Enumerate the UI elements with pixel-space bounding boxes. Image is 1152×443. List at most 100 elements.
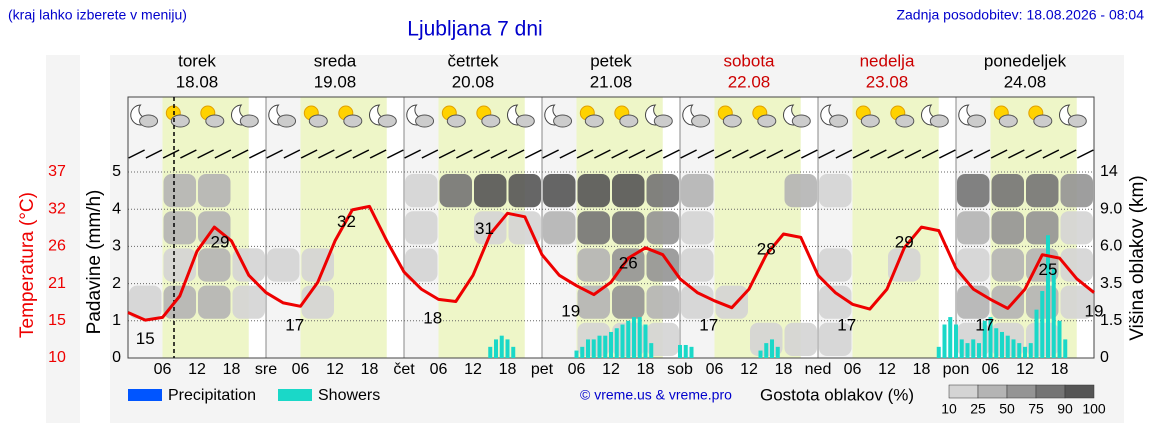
- temp-label: 15: [136, 329, 155, 348]
- wind-barb: [1077, 149, 1094, 159]
- cloud-icon: [446, 114, 466, 128]
- cloud-cell: [267, 248, 300, 282]
- y-tick-label: 1: [112, 312, 121, 329]
- day-name: četrtek: [447, 51, 499, 70]
- y-tick-label: 3: [112, 238, 121, 255]
- cloud-cell: [819, 285, 852, 319]
- precip-bar: [959, 339, 964, 358]
- cloud-icon: [515, 114, 535, 128]
- x-tick-label: 12: [188, 361, 206, 378]
- x-tick-label: 06: [430, 361, 448, 378]
- cloud-cell: [715, 285, 748, 319]
- wind-barb: [594, 149, 611, 159]
- cloud-cell: [991, 211, 1024, 245]
- cloud-cell: [681, 174, 714, 208]
- cloud-icon: [139, 114, 159, 128]
- night-band: [266, 97, 301, 358]
- legend-swatch: [278, 389, 312, 401]
- wind-barb: [266, 149, 283, 159]
- y-tick-label: 4: [112, 200, 121, 217]
- wind-barb: [783, 149, 801, 159]
- cloud-cell: [405, 248, 438, 282]
- precip-bar: [982, 320, 987, 358]
- x-tick-label: pon: [943, 361, 970, 378]
- cloud-cell: [957, 211, 990, 245]
- wind-barb: [1025, 149, 1042, 159]
- cloud-cell: [646, 285, 679, 319]
- precip-bar: [574, 350, 579, 358]
- cloud-legend-box: [948, 384, 979, 399]
- wind-barb: [1008, 149, 1025, 159]
- cloud-cell: [784, 322, 817, 356]
- cloud-icon: [277, 114, 297, 128]
- copyright: © vreme.us & vreme.pro: [580, 387, 732, 403]
- cloud-icon: [829, 114, 849, 128]
- y-axis-title: Padavine (mm/h): [84, 190, 105, 335]
- cloud-cell: [1026, 174, 1059, 208]
- x-tick-label: 06: [844, 361, 862, 378]
- temp-tick-label: 26: [48, 238, 66, 255]
- cloud-icon: [239, 114, 259, 128]
- wind-barb: [335, 149, 352, 159]
- cloud-cell: [439, 174, 472, 208]
- x-tick-label: sob: [667, 361, 693, 378]
- x-tick-label: pet: [531, 361, 554, 378]
- temp-label: 31: [475, 219, 494, 238]
- cloud-legend-box: [1006, 384, 1037, 399]
- precip-bar: [499, 335, 504, 358]
- precip-bar: [683, 344, 688, 358]
- cloud-cell: [163, 285, 196, 319]
- wind-barb: [128, 149, 145, 159]
- cloud-icon: [415, 114, 435, 128]
- chart-title: Ljubljana 7 dni: [407, 18, 542, 41]
- precip-bar: [609, 331, 613, 358]
- cloud-cell: [508, 174, 541, 208]
- precip-bar: [603, 335, 608, 358]
- cloud-cell: [819, 174, 852, 208]
- x-tick-label: 12: [740, 361, 758, 378]
- wind-barb: [507, 149, 525, 159]
- day-name: torek: [178, 51, 216, 70]
- precip-bar: [1034, 309, 1039, 358]
- precip-bar: [1005, 335, 1010, 358]
- x-tick-label: 18: [775, 361, 793, 378]
- wind-barb: [990, 149, 1008, 159]
- wind-barb: [680, 149, 697, 159]
- cloud-icon: [205, 114, 225, 128]
- left-panel: [46, 55, 80, 423]
- cloud-icon: [308, 114, 328, 128]
- cloud-cell: [612, 211, 645, 245]
- x-tick-label: 06: [154, 361, 172, 378]
- x-tick-label: čet: [393, 361, 415, 378]
- header-left: (kraj lahko izberete v meniju): [8, 7, 187, 23]
- x-tick-label: 18: [361, 361, 379, 378]
- x-tick-label: 06: [706, 361, 724, 378]
- wind-barb: [1059, 149, 1077, 159]
- cloud-icon: [757, 114, 777, 128]
- day-date: 19.08: [314, 72, 357, 91]
- cloud-icon: [998, 114, 1018, 128]
- x-tick-label: 12: [326, 361, 344, 378]
- precip-bar: [994, 328, 999, 358]
- cloud-icon: [1033, 114, 1053, 128]
- temp-label: 29: [211, 233, 230, 252]
- precip-bar: [942, 324, 947, 358]
- precip-bar: [965, 343, 970, 358]
- cloud-cell: [163, 174, 196, 208]
- cloud-icon: [791, 114, 811, 128]
- cloud-legend-label: 25: [970, 401, 986, 417]
- day-name: nedelja: [860, 51, 915, 70]
- cloud-icon: [860, 114, 880, 128]
- precip-bar: [580, 346, 585, 358]
- cloud-cell: [1026, 211, 1059, 245]
- cloud-cell: [612, 285, 645, 319]
- cloud-cell: [681, 211, 714, 245]
- x-tick-label: sre: [255, 361, 277, 378]
- wind-barb: [283, 149, 301, 159]
- wind-barb: [870, 149, 887, 159]
- wind-barb: [162, 149, 180, 159]
- precip-bar: [597, 335, 602, 358]
- cloud-cell: [819, 322, 852, 356]
- x-tick-label: 18: [913, 361, 931, 378]
